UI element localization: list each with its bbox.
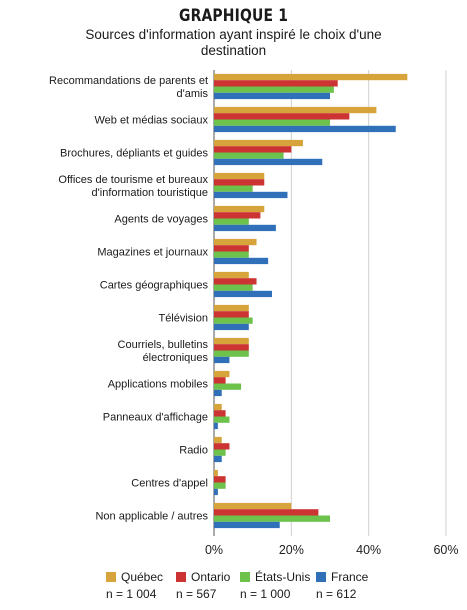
legend-swatch [106, 572, 116, 582]
bar-etatsunis [214, 251, 249, 258]
bar-france [214, 521, 280, 529]
bar-france [214, 191, 288, 199]
bar-etatsunis [214, 515, 330, 522]
bar-france [214, 158, 323, 166]
bar-etatsunis [214, 218, 249, 225]
bar-etatsunis [214, 284, 253, 291]
legend-swatch [176, 572, 186, 582]
x-tick-label: 60% [433, 543, 458, 557]
bar-france [214, 224, 276, 232]
bar-ontario [214, 377, 226, 384]
bar-france [214, 92, 330, 100]
bar-etatsunis [214, 86, 334, 93]
bar-france [214, 455, 222, 463]
bar-quebec [214, 403, 222, 411]
legend-swatch [240, 572, 250, 582]
bar-quebec [214, 436, 222, 444]
category-label: Agents de voyages [114, 214, 208, 226]
bar-france [214, 422, 218, 430]
bar-france [214, 389, 222, 397]
bar-france [214, 125, 396, 133]
category-label: Applications mobiles [108, 379, 209, 391]
category-label: Panneaux d'affichage [103, 412, 208, 424]
chart-label: GRAPHIQUE 1 [178, 6, 289, 26]
bar-quebec [214, 139, 303, 147]
bar-ontario [214, 311, 249, 318]
bar-quebec [214, 502, 292, 510]
bar-quebec [214, 469, 218, 477]
chart-legend: Québec n = 1 004 Ontario n = 567 États-Unis n… [0, 569, 467, 605]
bar-etatsunis [214, 350, 249, 357]
legend-series-name: France [331, 570, 369, 584]
category-label: Radio [179, 445, 208, 457]
bar-ontario [214, 146, 292, 153]
bar-etatsunis [214, 449, 226, 456]
bar-quebec [214, 205, 265, 213]
bar-etatsunis [214, 317, 253, 324]
legend-series-name: Ontario [191, 570, 231, 584]
bar-chart: 0% 20% 40% 60% Recommandations de parents et… [49, 70, 459, 557]
chart-header: GRAPHIQUE 1 Sources d'information ayant … [0, 6, 467, 59]
bar-ontario [214, 476, 226, 483]
bar-ontario [214, 245, 249, 252]
category-label: Recommandations de parents et d'amis [49, 75, 208, 100]
bar-ontario [214, 179, 265, 186]
bar-quebec [214, 304, 249, 312]
bar-ontario [214, 509, 319, 516]
x-tick-label: 0% [205, 543, 223, 557]
legend-series-name: Québec [121, 570, 164, 584]
legend-sample-size: n = 1 004 [106, 587, 157, 601]
x-tick-label: 20% [279, 543, 304, 557]
category-label: Offices de tourisme et bureaux d'informat… [58, 174, 208, 199]
bar-ontario [214, 113, 350, 120]
bar-france [214, 356, 230, 364]
bar-quebec [214, 370, 230, 378]
bar-quebec [214, 271, 249, 279]
bar-ontario [214, 410, 226, 417]
category-label: Centres d'appel [131, 478, 208, 490]
bar-ontario [214, 212, 261, 219]
bar-quebec [214, 172, 265, 180]
legend-sample-size: n = 1 000 [240, 587, 291, 601]
bar-etatsunis [214, 416, 230, 423]
bar-quebec [214, 337, 249, 345]
category-label: Magazines et journaux [97, 247, 208, 259]
category-label: Brochures, dépliants et guides [60, 148, 208, 160]
bar-etatsunis [214, 383, 242, 390]
category-label: Web et médias sociaux [94, 115, 208, 127]
bar-etatsunis [214, 119, 330, 126]
bar-france [214, 257, 269, 265]
bar-ontario [214, 443, 230, 450]
bar-etatsunis [214, 185, 253, 192]
legend-sample-size: n = 612 [316, 587, 357, 601]
bar-ontario [214, 278, 257, 285]
bar-etatsunis [214, 152, 284, 159]
bar-france [214, 323, 249, 331]
bar-quebec [214, 106, 377, 114]
legend-series-name: États-Unis [255, 570, 311, 584]
category-label: Cartes géographiques [100, 280, 209, 292]
bar-france [214, 290, 272, 298]
bar-quebec [214, 73, 408, 81]
chart-title: Sources d'information ayant inspiré le c… [85, 27, 382, 58]
bar-ontario [214, 344, 249, 351]
bar-etatsunis [214, 482, 226, 489]
x-tick-label: 40% [356, 543, 381, 557]
legend-sample-size: n = 567 [176, 587, 217, 601]
bar-quebec [214, 238, 257, 246]
category-label: Non applicable / autres [95, 511, 208, 523]
legend-swatch [316, 572, 326, 582]
bar-ontario [214, 80, 338, 87]
bar-france [214, 488, 218, 496]
category-label: Télévision [158, 313, 208, 325]
category-label: Courriels, bulletins électroniques [118, 339, 209, 364]
